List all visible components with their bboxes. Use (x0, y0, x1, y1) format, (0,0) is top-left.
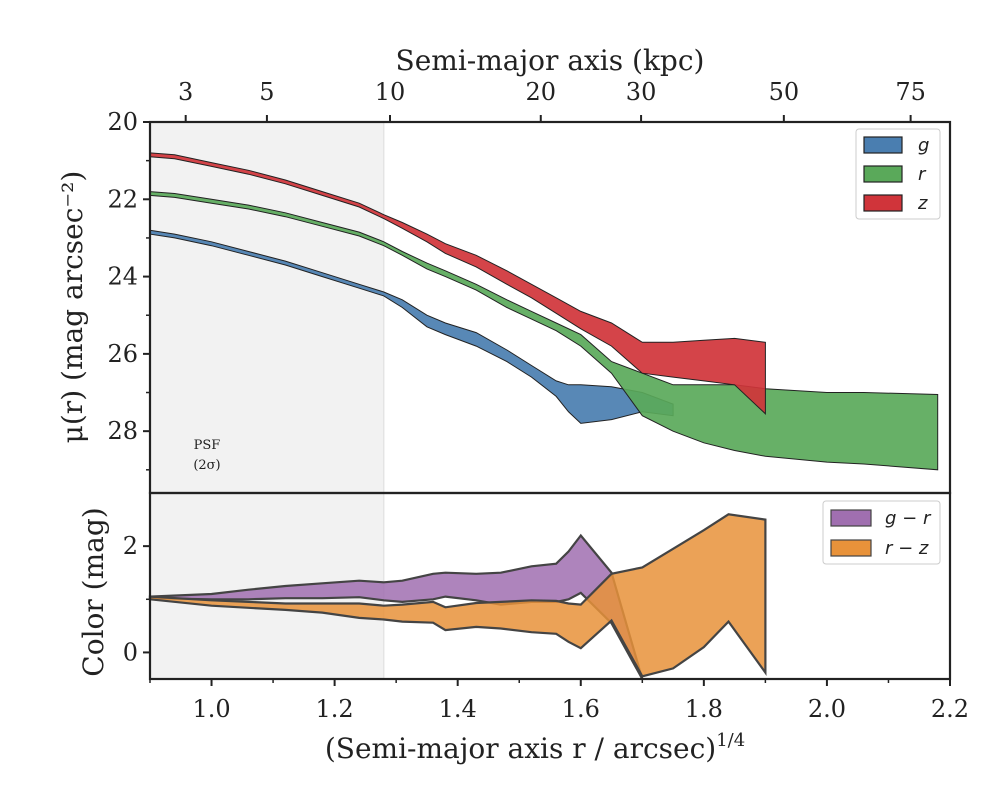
series-band-g-r (148, 533, 644, 680)
y-tick-label: 24 (107, 263, 138, 291)
top-x-tick-label: 20 (525, 78, 556, 106)
series-band-r-z (148, 513, 767, 678)
top-x-tick-label: 75 (895, 78, 926, 106)
legend-label-g: g (918, 135, 929, 156)
y-tick-label: 20 (107, 108, 138, 136)
top-x-tick-label: 50 (769, 78, 800, 106)
psf-label-sigma: (2σ) (193, 458, 220, 473)
x-tick-label: 1.4 (439, 695, 477, 723)
legend-label-z: z (917, 193, 928, 214)
legend-swatch-z (863, 194, 903, 212)
legend-label-g-r: g − r (885, 508, 932, 529)
series-band-z (149, 152, 766, 415)
y-tick-label: 26 (107, 340, 138, 368)
x-tick-label: 1.8 (685, 695, 723, 723)
legend-swatch-g (863, 136, 903, 154)
bottom-y-axis-label: Color (mag) (77, 507, 110, 676)
top-x-axis-label: Semi-major axis (kpc) (396, 44, 705, 77)
top-legend: grz (855, 128, 941, 220)
x-axis-label-main: (Semi-major axis r / arcsec) (325, 732, 716, 765)
top-panel-series (149, 152, 939, 471)
psf-region-top (149, 121, 385, 494)
x-tick-label: 1.2 (316, 695, 354, 723)
x-tick-label: 2.0 (808, 695, 846, 723)
series-band-r (149, 191, 939, 471)
legend-swatch-r-z (830, 539, 872, 557)
top-x-tick-label: 3 (178, 78, 193, 106)
top-y-axis-label: μ(r) (mag arcsec⁻²) (56, 171, 89, 444)
bottom-legend: g − r r − z (822, 500, 941, 565)
top-x-tick-label: 5 (259, 78, 274, 106)
color-y-tick-label: 0 (123, 638, 138, 666)
top-x-tick-label: 30 (626, 78, 657, 106)
bottom-legend-items: g − r r − z (830, 508, 932, 559)
bottom-panel-series (148, 513, 767, 680)
x-axis-label-exponent: 1/4 (716, 730, 745, 751)
top-legend-items: grz (863, 135, 929, 214)
legend-swatch-r (863, 165, 903, 183)
bottom-x-axis-label: (Semi-major axis r / arcsec)1/4 (325, 730, 745, 765)
y-tick-label: 28 (107, 417, 138, 445)
legend-label-r-z: r − z (885, 538, 929, 559)
bottom-panel-frame (148, 491, 952, 681)
legend-swatch-g-r (830, 509, 872, 527)
legend-label-r: r (918, 164, 927, 185)
top-x-tick-label: 10 (375, 78, 406, 106)
x-tick-label: 1.6 (562, 695, 600, 723)
y-tick-label: 22 (107, 185, 138, 213)
x-tick-label: 2.2 (931, 695, 969, 723)
color-y-tick-label: 2 (123, 532, 138, 560)
x-tick-label: 1.0 (192, 695, 230, 723)
psf-label: PSF (194, 438, 221, 453)
